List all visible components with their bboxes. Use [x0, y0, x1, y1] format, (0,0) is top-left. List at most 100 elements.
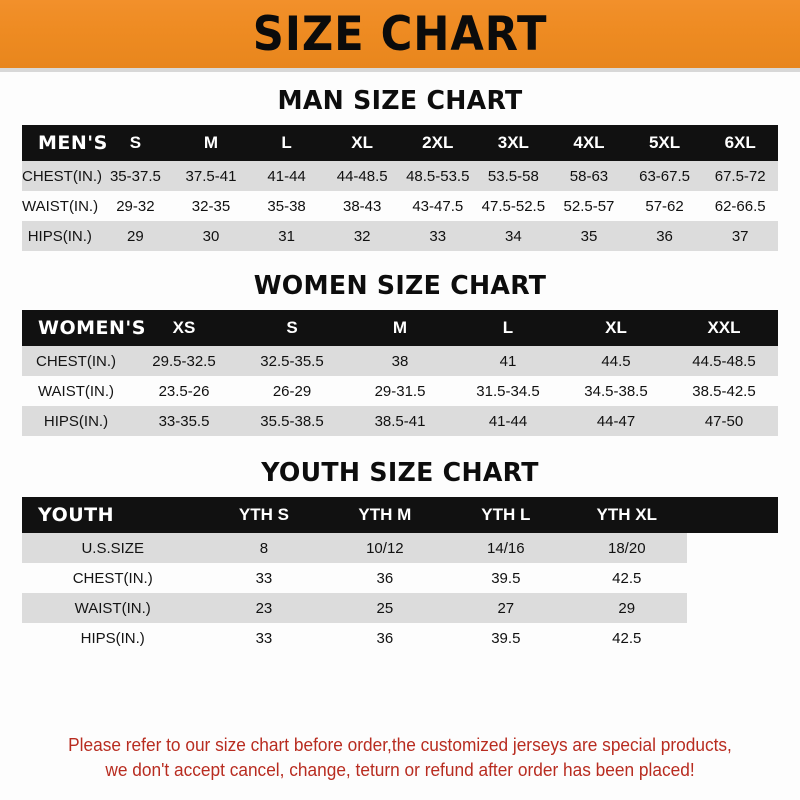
men-waist-l: 35-38	[267, 197, 306, 215]
footer-note-line-2: we don't accept cancel, change, teturn o…	[105, 760, 695, 781]
youth-row-spacer	[687, 623, 778, 653]
women-hips-s: 35.5-38.5	[260, 412, 324, 430]
men-waist-2xl: 43-47.5	[412, 197, 464, 215]
youth-hips-l: 39.5	[491, 629, 521, 647]
women-size-header-xxl: XXL	[707, 318, 741, 337]
youth-size-header-xl: YTH XL	[596, 505, 657, 524]
men-size-header-2xl: 2XL	[422, 133, 454, 152]
men-hips-3xl: 34	[505, 227, 522, 245]
men-size-table: MEN'S S M L XL 2XL 3XL 4XL 5XL 6XL CHEST…	[22, 125, 778, 251]
youth-ussize-l: 14/16	[487, 539, 525, 557]
youth-waist-m: 25	[376, 599, 394, 617]
men-waist-s: 29-32	[116, 197, 155, 215]
youth-hips-m: 36	[376, 629, 394, 647]
chart-content: MAN SIZE CHART MEN'S S M L XL 2XL 3XL 4X…	[0, 72, 800, 800]
men-hips-5xl: 36	[656, 227, 673, 245]
women-waist-xxl: 38.5-42.5	[692, 382, 756, 400]
table-row: U.S.SIZE 8 10/12 14/16 18/20	[22, 533, 778, 563]
women-chest-xxl: 44.5-48.5	[692, 352, 756, 370]
youth-waist-xl: 29	[618, 599, 636, 617]
youth-header-spacer	[687, 497, 778, 533]
women-hips-xxl: 47-50	[704, 412, 744, 430]
women-size-table: WOMEN'S XS S M L XL XXL CHEST(IN.) 29.5-…	[22, 310, 778, 436]
men-chest-6xl: 67.5-72	[714, 167, 766, 185]
table-row: WAIST(IN.) 29-32 32-35 35-38 38-43 43-47…	[22, 191, 778, 221]
youth-chest-m: 36	[376, 569, 394, 587]
women-waist-s: 26-29	[272, 382, 312, 400]
youth-ussize-m: 10/12	[366, 539, 404, 557]
men-hips-label: HIPS(IN.)	[27, 227, 92, 245]
youth-ussize-label: U.S.SIZE	[81, 539, 144, 557]
women-chest-label: CHEST(IN.)	[36, 352, 116, 370]
men-chest-m: 37.5-41	[185, 167, 237, 185]
men-size-header-xl: XL	[351, 133, 374, 152]
youth-table-body: YOUTH YTH S YTH M YTH L YTH XL U.S.SIZE …	[22, 497, 778, 653]
men-size-header-l: L	[281, 133, 292, 152]
women-chest-xl: 44.5	[601, 352, 631, 370]
youth-waist-l: 27	[497, 599, 515, 617]
men-chest-4xl: 58-63	[569, 167, 609, 185]
youth-ussize-s: 8	[259, 539, 269, 557]
page-banner: SIZE CHART	[0, 0, 800, 68]
youth-size-header-m: YTH M	[358, 505, 412, 524]
men-hips-4xl: 35	[580, 227, 598, 245]
men-waist-4xl: 52.5-57	[563, 197, 615, 215]
women-hips-xl: 44-47	[596, 412, 636, 430]
women-header-row: WOMEN'S XS S M L XL XXL	[22, 310, 778, 346]
women-waist-m: 29-31.5	[374, 382, 426, 400]
men-hips-m: 30	[202, 227, 220, 245]
youth-size-header-s: YTH S	[238, 505, 289, 524]
youth-row-label-header: YOUTH	[38, 504, 115, 526]
youth-waist-label: WAIST(IN.)	[74, 599, 151, 617]
banner-divider	[0, 68, 800, 72]
men-waist-xl: 38-43	[342, 197, 382, 215]
men-chest-5xl: 63-67.5	[639, 167, 690, 185]
women-size-header-m: M	[392, 318, 408, 337]
youth-row-spacer	[687, 533, 778, 563]
men-chest-2xl: 48.5-53.5	[406, 167, 470, 185]
men-size-header-4xl: 4XL	[573, 133, 605, 152]
men-chest-l: 41-44	[267, 167, 306, 185]
men-size-header-m: M	[203, 133, 219, 152]
men-chest-3xl: 53.5-58	[487, 167, 539, 185]
youth-chest-s: 33	[255, 569, 273, 587]
men-waist-5xl: 57-62	[645, 197, 684, 215]
youth-chest-l: 39.5	[491, 569, 521, 587]
women-waist-l: 31.5-34.5	[476, 382, 540, 400]
youth-header-row: YOUTH YTH S YTH M YTH L YTH XL	[22, 497, 778, 533]
women-hips-label: HIPS(IN.)	[43, 412, 109, 430]
table-row: CHEST(IN.) 29.5-32.5 32.5-35.5 38 41 44.…	[22, 346, 778, 376]
youth-hips-s: 33	[255, 629, 273, 647]
men-chest-label: CHEST(IN.)	[22, 167, 102, 185]
women-chest-m: 38	[391, 352, 409, 370]
men-waist-label: WAIST(IN.)	[22, 197, 99, 215]
men-hips-l: 31	[278, 227, 295, 245]
youth-waist-s: 23	[255, 599, 273, 617]
women-hips-m: 38.5-41	[374, 412, 426, 430]
women-chest-l: 41	[499, 352, 517, 370]
youth-chest-label: CHEST(IN.)	[72, 569, 153, 587]
youth-chest-xl: 42.5	[612, 569, 642, 587]
men-waist-6xl: 62-66.5	[714, 197, 766, 215]
footer-note: Please refer to our size chart before or…	[22, 723, 778, 800]
women-section-title: WOMEN SIZE CHART	[253, 271, 547, 301]
youth-size-header-l: YTH L	[481, 505, 531, 524]
footer-note-line-1: Please refer to our size chart before or…	[68, 734, 732, 755]
youth-row-spacer	[687, 563, 778, 593]
youth-ussize-xl: 18/20	[608, 539, 646, 557]
youth-row-spacer	[687, 593, 778, 623]
table-row: CHEST(IN.) 33 36 39.5 42.5	[22, 563, 778, 593]
women-waist-xl: 34.5-38.5	[584, 382, 648, 400]
men-row-label-header: MEN'S	[38, 132, 108, 154]
page-title: SIZE CHART	[252, 6, 548, 62]
men-hips-2xl: 33	[429, 227, 447, 245]
table-row: WAIST(IN.) 23.5-26 26-29 29-31.5 31.5-34…	[22, 376, 778, 406]
men-waist-3xl: 47.5-52.5	[481, 197, 546, 215]
men-header-row: MEN'S S M L XL 2XL 3XL 4XL 5XL 6XL	[22, 125, 778, 161]
women-size-header-l: L	[502, 318, 514, 337]
men-waist-m: 32-35	[191, 197, 231, 215]
men-size-header-6xl: 6XL	[724, 133, 756, 152]
youth-size-table: YOUTH YTH S YTH M YTH L YTH XL U.S.SIZE …	[22, 497, 778, 653]
men-section-title: MAN SIZE CHART	[277, 86, 523, 116]
